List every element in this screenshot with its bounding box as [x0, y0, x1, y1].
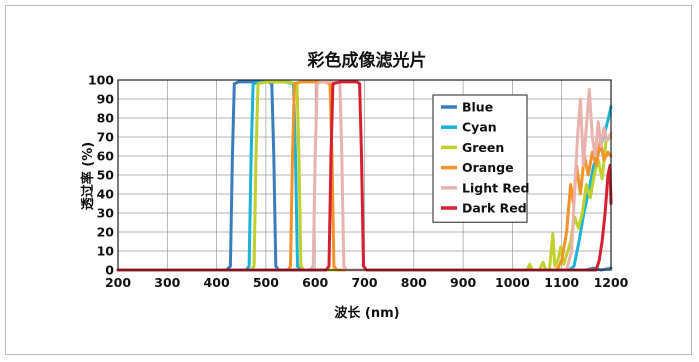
legend-label: Orange	[462, 160, 514, 175]
series-line-dark-red	[116, 80, 613, 272]
series-line-orange	[116, 80, 613, 272]
x-tick-label: 500	[253, 275, 279, 290]
legend-box	[432, 94, 528, 223]
chart-frame: 彩色成像滤光片 200 300 400 500 600 700 800 900 1000 1100…	[5, 5, 692, 355]
y-tick-label: 30	[97, 206, 115, 221]
x-tick-label: 1000	[495, 275, 530, 290]
y-tick-label: 50	[97, 168, 115, 183]
y-tick-label: 100	[88, 73, 114, 88]
x-tick-label: 900	[450, 275, 476, 290]
plot-border	[117, 79, 612, 271]
x-tick-label: 800	[401, 275, 427, 290]
legend-label: Dark Red	[462, 201, 527, 216]
x-tick-label: 700	[351, 275, 377, 290]
y-tick-label: 10	[97, 244, 115, 259]
y-tick-label: 80	[97, 111, 115, 126]
x-tick-label: 400	[204, 275, 230, 290]
series-line-light-red	[116, 80, 613, 272]
x-tick-label: 1200	[594, 275, 629, 290]
x-tick-label: 600	[302, 275, 328, 290]
legend-label: Light Red	[462, 180, 529, 195]
y-tick-label: 60	[97, 149, 115, 164]
legend: Blue Cyan Green Orange Light Red Dark Red	[432, 94, 529, 223]
y-tick-label: 0	[105, 263, 114, 278]
transmission-chart: 彩色成像滤光片 200 300 400 500 600 700 800 900 1000 1100…	[80, 50, 629, 321]
y-axis-label: 透过率 (%)	[80, 142, 96, 210]
x-tick-label: 300	[154, 275, 180, 290]
y-tick-label: 40	[97, 187, 115, 202]
y-tick-labels: 0 10 20 30 40 50 60 70 80 90 100	[88, 73, 114, 278]
legend-label: Green	[462, 140, 504, 155]
legend-label: Cyan	[462, 120, 497, 135]
legend-label: Blue	[462, 100, 493, 115]
y-tick-label: 20	[97, 225, 115, 240]
x-tick-label: 200	[105, 275, 131, 290]
y-tick-label: 70	[97, 130, 115, 145]
x-tick-labels: 200 300 400 500 600 700 800 900 1000 1100 1200	[105, 275, 629, 290]
x-tick-label: 1100	[544, 275, 579, 290]
y-tick-label: 90	[97, 92, 115, 107]
chart-title: 彩色成像滤光片	[307, 50, 427, 71]
x-axis-label: 波长 (nm)	[334, 305, 399, 321]
